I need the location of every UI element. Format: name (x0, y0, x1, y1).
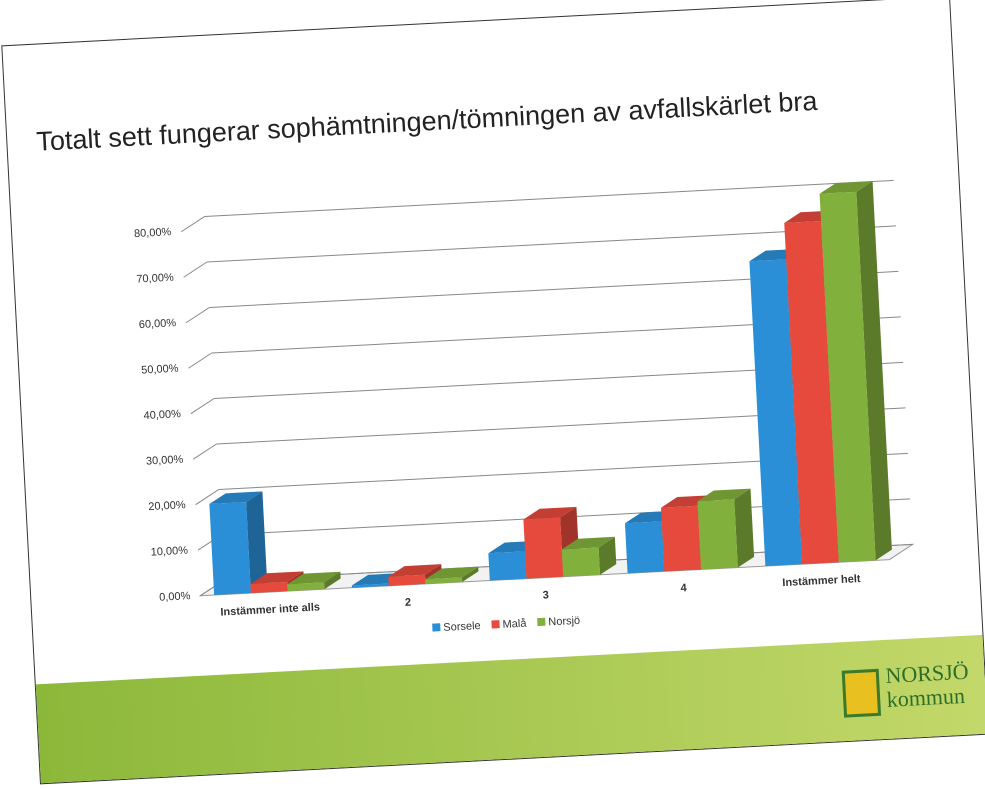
logo-line2: kommun (886, 683, 965, 712)
bar (287, 582, 325, 592)
legend-label: Malå (502, 618, 527, 631)
bar (749, 259, 803, 567)
bar-side (246, 491, 268, 594)
legend-swatch (537, 617, 546, 627)
bar-top (523, 506, 577, 520)
bar-top (209, 491, 263, 504)
y-tick-label: 70,00% (136, 272, 174, 286)
grid-line (190, 398, 215, 415)
grid-line (185, 307, 210, 324)
bar (250, 582, 288, 594)
bar (523, 517, 564, 579)
x-tick-label: Instämmer helt (782, 573, 861, 589)
bar-side (856, 181, 892, 561)
y-tick-label: 10,00% (150, 545, 188, 559)
bar-side (461, 566, 479, 582)
x-tick-label: Instämmer inte alls (220, 601, 320, 618)
bar-top (697, 488, 751, 502)
bar (660, 505, 702, 572)
x-tick-label: 3 (542, 589, 549, 601)
logo-line1: NORSJÖ (885, 659, 969, 688)
y-tick-label: 60,00% (138, 317, 176, 331)
bar (819, 191, 876, 563)
bar-side (734, 488, 755, 568)
bar (209, 502, 251, 595)
legend-label: Norsjö (548, 615, 580, 629)
grid-line (206, 225, 896, 263)
bar-top (819, 181, 873, 194)
bar-top (425, 566, 479, 580)
y-tick-label: 30,00% (146, 454, 184, 468)
y-tick-label: 20,00% (148, 499, 186, 513)
legend-label: Sorsele (443, 620, 481, 634)
y-tick-label: 50,00% (141, 363, 179, 377)
grid-line (188, 352, 212, 369)
y-tick-label: 40,00% (143, 408, 181, 422)
grid-line (192, 443, 217, 460)
bar (425, 577, 463, 584)
bar-top (287, 571, 341, 585)
x-tick-label: 4 (680, 582, 688, 594)
green-band (35, 634, 985, 784)
grid-line (204, 179, 894, 218)
bar-top (388, 564, 442, 577)
y-tick-label: 80,00% (134, 226, 172, 240)
bar (388, 574, 426, 586)
bar (784, 221, 839, 565)
grid-line (181, 216, 205, 233)
bar (697, 499, 738, 570)
grid-line (183, 261, 208, 278)
logo-shield (841, 668, 882, 718)
bar (561, 547, 601, 577)
bar (351, 583, 389, 588)
legend-swatch (491, 620, 500, 629)
bar-side (324, 571, 341, 590)
bar (488, 551, 527, 581)
x-tick-label: 2 (405, 597, 412, 609)
bar-top (660, 495, 715, 508)
bar-top (561, 536, 615, 550)
legend-swatch (432, 623, 441, 632)
bar (624, 521, 665, 574)
grid-line (195, 489, 220, 506)
bar-top (250, 571, 304, 584)
y-tick-label: 0,00% (159, 590, 191, 604)
bar-side (598, 536, 617, 575)
